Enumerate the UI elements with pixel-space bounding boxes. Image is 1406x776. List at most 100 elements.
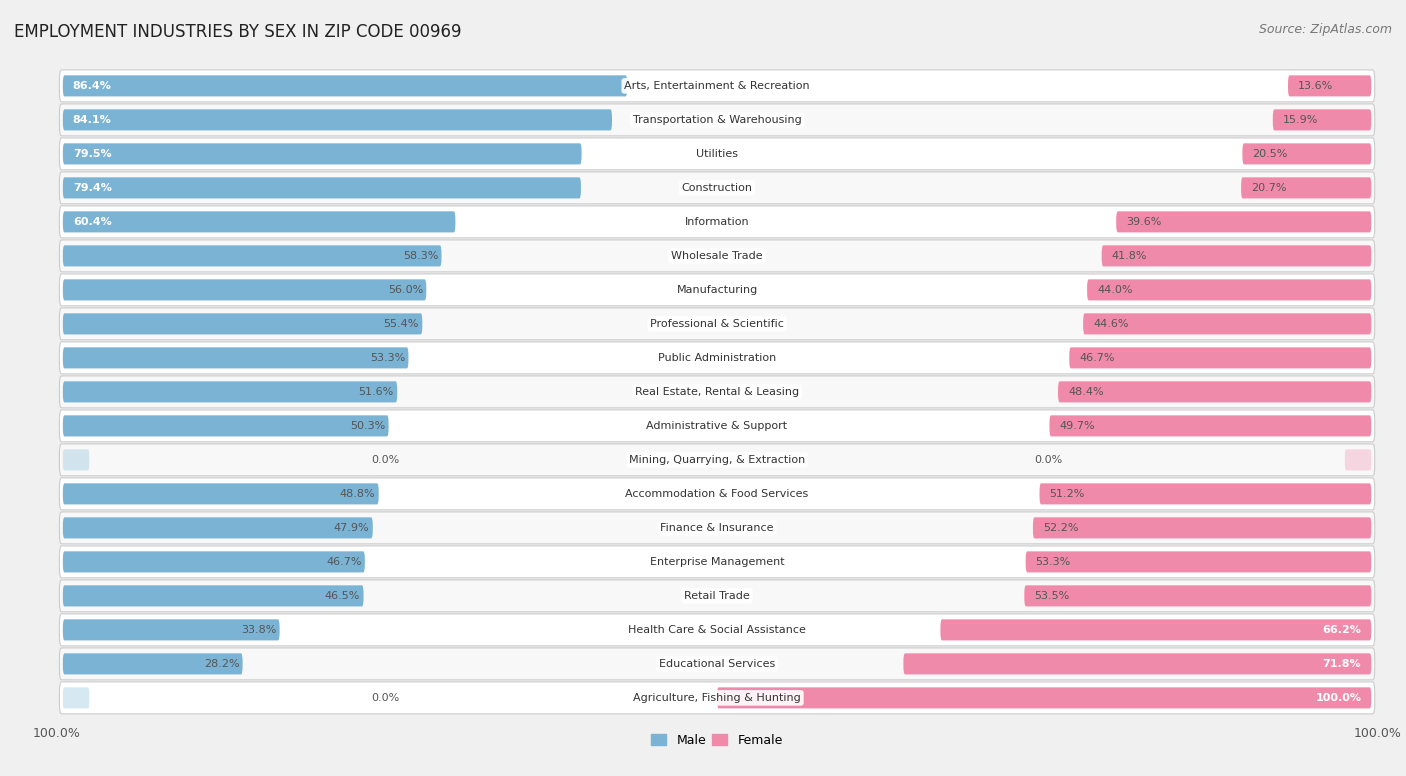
FancyBboxPatch shape — [1272, 109, 1371, 130]
Text: 79.5%: 79.5% — [73, 149, 111, 159]
Text: 20.5%: 20.5% — [1253, 149, 1288, 159]
Text: 13.6%: 13.6% — [1298, 81, 1333, 91]
FancyBboxPatch shape — [1083, 314, 1371, 334]
Text: Transportation & Warehousing: Transportation & Warehousing — [633, 115, 801, 125]
FancyBboxPatch shape — [63, 144, 582, 165]
Text: 52.2%: 52.2% — [1043, 523, 1078, 533]
Text: 46.7%: 46.7% — [326, 557, 361, 567]
FancyBboxPatch shape — [59, 682, 1375, 714]
Text: Utilities: Utilities — [696, 149, 738, 159]
FancyBboxPatch shape — [59, 308, 1375, 340]
FancyBboxPatch shape — [59, 614, 1375, 646]
FancyBboxPatch shape — [59, 546, 1375, 578]
Text: Construction: Construction — [682, 183, 752, 193]
FancyBboxPatch shape — [59, 104, 1375, 136]
Text: 100.0%: 100.0% — [1316, 693, 1361, 703]
Text: 50.3%: 50.3% — [350, 421, 385, 431]
Text: 84.1%: 84.1% — [73, 115, 111, 125]
Text: Mining, Quarrying, & Extraction: Mining, Quarrying, & Extraction — [628, 455, 806, 465]
Text: 86.4%: 86.4% — [73, 81, 111, 91]
FancyBboxPatch shape — [63, 109, 612, 130]
FancyBboxPatch shape — [63, 551, 364, 573]
FancyBboxPatch shape — [59, 342, 1375, 374]
Text: 0.0%: 0.0% — [371, 693, 399, 703]
FancyBboxPatch shape — [59, 138, 1375, 170]
Text: 39.6%: 39.6% — [1126, 217, 1161, 227]
Text: 33.8%: 33.8% — [240, 625, 277, 635]
Text: EMPLOYMENT INDUSTRIES BY SEX IN ZIP CODE 00969: EMPLOYMENT INDUSTRIES BY SEX IN ZIP CODE… — [14, 23, 461, 41]
FancyBboxPatch shape — [1288, 75, 1371, 96]
Legend: Male, Female: Male, Female — [647, 729, 787, 752]
FancyBboxPatch shape — [59, 444, 1375, 476]
FancyBboxPatch shape — [1344, 449, 1371, 470]
Text: 53.3%: 53.3% — [370, 353, 405, 363]
FancyBboxPatch shape — [59, 580, 1375, 611]
FancyBboxPatch shape — [63, 415, 388, 436]
Text: 49.7%: 49.7% — [1059, 421, 1095, 431]
Text: 44.0%: 44.0% — [1097, 285, 1132, 295]
FancyBboxPatch shape — [1070, 348, 1371, 369]
FancyBboxPatch shape — [63, 211, 456, 233]
Text: 0.0%: 0.0% — [371, 455, 399, 465]
FancyBboxPatch shape — [1243, 144, 1371, 165]
FancyBboxPatch shape — [63, 245, 441, 266]
Text: 60.4%: 60.4% — [73, 217, 111, 227]
FancyBboxPatch shape — [63, 75, 627, 96]
Text: 46.5%: 46.5% — [325, 591, 360, 601]
Text: 0.0%: 0.0% — [1035, 455, 1063, 465]
FancyBboxPatch shape — [63, 518, 373, 539]
FancyBboxPatch shape — [63, 619, 280, 640]
FancyBboxPatch shape — [63, 348, 409, 369]
FancyBboxPatch shape — [59, 274, 1375, 306]
FancyBboxPatch shape — [59, 206, 1375, 238]
FancyBboxPatch shape — [59, 512, 1375, 544]
Text: 46.7%: 46.7% — [1080, 353, 1115, 363]
Text: 20.7%: 20.7% — [1251, 183, 1286, 193]
Text: 48.4%: 48.4% — [1069, 387, 1104, 397]
Text: 47.9%: 47.9% — [333, 523, 370, 533]
Text: Real Estate, Rental & Leasing: Real Estate, Rental & Leasing — [636, 387, 799, 397]
FancyBboxPatch shape — [59, 172, 1375, 204]
FancyBboxPatch shape — [63, 653, 243, 674]
FancyBboxPatch shape — [63, 314, 422, 334]
Text: 48.8%: 48.8% — [340, 489, 375, 499]
Text: 58.3%: 58.3% — [402, 251, 439, 261]
FancyBboxPatch shape — [63, 688, 90, 708]
Text: Administrative & Support: Administrative & Support — [647, 421, 787, 431]
FancyBboxPatch shape — [1025, 585, 1371, 606]
Text: 51.2%: 51.2% — [1049, 489, 1085, 499]
FancyBboxPatch shape — [63, 483, 378, 504]
FancyBboxPatch shape — [63, 279, 426, 300]
Text: Enterprise Management: Enterprise Management — [650, 557, 785, 567]
FancyBboxPatch shape — [59, 410, 1375, 442]
FancyBboxPatch shape — [1033, 518, 1371, 539]
Text: Finance & Insurance: Finance & Insurance — [661, 523, 773, 533]
FancyBboxPatch shape — [904, 653, 1371, 674]
Text: 56.0%: 56.0% — [388, 285, 423, 295]
FancyBboxPatch shape — [1039, 483, 1371, 504]
FancyBboxPatch shape — [717, 688, 1371, 708]
Text: Retail Trade: Retail Trade — [685, 591, 749, 601]
FancyBboxPatch shape — [1087, 279, 1371, 300]
Text: 79.4%: 79.4% — [73, 183, 111, 193]
Text: Source: ZipAtlas.com: Source: ZipAtlas.com — [1258, 23, 1392, 36]
FancyBboxPatch shape — [1049, 415, 1371, 436]
FancyBboxPatch shape — [63, 449, 90, 470]
Text: 51.6%: 51.6% — [359, 387, 394, 397]
Text: 28.2%: 28.2% — [204, 659, 239, 669]
Text: 44.6%: 44.6% — [1092, 319, 1129, 329]
Text: Public Administration: Public Administration — [658, 353, 776, 363]
Text: Educational Services: Educational Services — [659, 659, 775, 669]
FancyBboxPatch shape — [1241, 178, 1371, 199]
FancyBboxPatch shape — [63, 585, 364, 606]
Text: Professional & Scientific: Professional & Scientific — [650, 319, 785, 329]
Text: 71.8%: 71.8% — [1323, 659, 1361, 669]
Text: Wholesale Trade: Wholesale Trade — [671, 251, 763, 261]
FancyBboxPatch shape — [59, 240, 1375, 272]
FancyBboxPatch shape — [1025, 551, 1371, 573]
Text: 66.2%: 66.2% — [1323, 625, 1361, 635]
Text: 15.9%: 15.9% — [1282, 115, 1317, 125]
Text: 53.5%: 53.5% — [1035, 591, 1070, 601]
Text: Agriculture, Fishing & Hunting: Agriculture, Fishing & Hunting — [633, 693, 801, 703]
Text: Manufacturing: Manufacturing — [676, 285, 758, 295]
